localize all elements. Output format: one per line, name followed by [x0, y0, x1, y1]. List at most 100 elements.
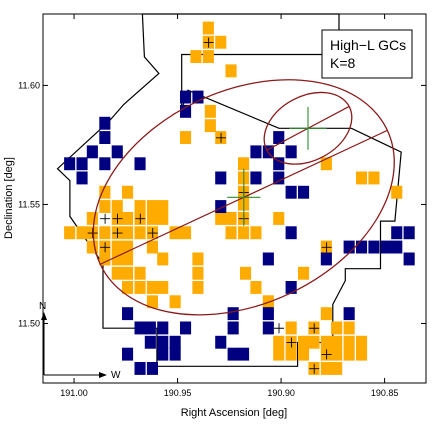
- orange-cell-89: [298, 347, 310, 361]
- navy-cell-17: [250, 171, 262, 185]
- navy-cell-38: [380, 240, 392, 254]
- orange-cell-56: [122, 281, 134, 294]
- orange-cell-46: [146, 240, 158, 254]
- x-tick-label-1: 190.95: [164, 388, 192, 398]
- navy-cell-26: [343, 307, 355, 321]
- gc-plus-marker-7: [112, 228, 123, 239]
- navy-cell-41: [391, 240, 403, 254]
- orange-cell-66: [391, 185, 403, 199]
- orange-cell-60: [192, 281, 204, 294]
- orange-cell-0: [202, 21, 214, 35]
- navy-cell-2: [180, 104, 192, 118]
- compass-north-label: N: [39, 301, 46, 312]
- orange-cell-33: [64, 226, 76, 240]
- orange-cell-31: [86, 212, 98, 225]
- orange-cell-55: [192, 266, 204, 280]
- orange-cell-44: [111, 240, 123, 254]
- navy-cell-7: [64, 157, 76, 171]
- orange-cell-27: [134, 200, 146, 213]
- navy-cell-52: [169, 347, 181, 361]
- orange-cell-63: [320, 157, 332, 171]
- navy-cell-42: [403, 252, 415, 266]
- orange-cell-86: [356, 335, 368, 349]
- legend-box: High−L GCs K=8: [321, 29, 413, 79]
- orange-cell-95: [320, 362, 332, 375]
- orange-cell-5: [225, 64, 237, 78]
- orange-cell-50: [157, 252, 169, 266]
- x-tick-label-0: 191.00: [60, 388, 88, 398]
- legend-frame: [321, 29, 413, 79]
- orange-cell-29: [157, 200, 169, 213]
- legend-line-1: High−L GCs: [330, 37, 406, 53]
- legend-line-2: K=8: [330, 55, 356, 71]
- navy-cell-20: [273, 171, 285, 185]
- x-tick-label-3: 190.85: [371, 388, 399, 398]
- orange-cell-28: [146, 200, 158, 213]
- navy-cell-1: [192, 90, 204, 104]
- orange-cell-37: [122, 226, 134, 240]
- orange-cell-3: [190, 50, 202, 63]
- gc-plus-marker-8: [135, 213, 146, 224]
- orange-cell-7: [204, 119, 216, 133]
- compass-north-arrowhead: [41, 312, 47, 320]
- orange-cell-17: [225, 226, 237, 240]
- center-cross-1: [289, 106, 327, 150]
- navy-cell-49: [157, 321, 169, 335]
- navy-cell-45: [144, 321, 156, 335]
- x-axis-label: Right Ascension [deg]: [181, 407, 287, 419]
- gc-plus-marker-5: [112, 213, 123, 224]
- navy-cell-27: [227, 307, 239, 321]
- orange-cell-42: [86, 240, 98, 254]
- orange-cell-49: [122, 252, 134, 266]
- orange-cell-78: [343, 321, 355, 335]
- navy-cell-9: [111, 145, 123, 159]
- navy-cell-40: [403, 226, 415, 240]
- orange-cell-93: [356, 347, 368, 361]
- orange-cell-61: [146, 295, 158, 309]
- navy-cell-47: [169, 335, 181, 349]
- orange-cell-88: [285, 347, 297, 361]
- orange-cell-30: [122, 185, 134, 199]
- navy-cell-4: [99, 131, 111, 144]
- navy-cell-15: [285, 145, 297, 159]
- compass-west-arrowhead: [99, 372, 107, 378]
- orange-cell-75: [285, 321, 297, 335]
- navy-cell-33: [238, 347, 250, 361]
- navy-cell-32: [227, 347, 239, 361]
- orange-cell-57: [134, 281, 146, 294]
- navy-cell-46: [157, 335, 169, 349]
- y-tick-label-1: 11.55: [18, 199, 40, 209]
- orange-cell-21: [111, 200, 123, 213]
- navy-cell-35: [285, 281, 297, 294]
- orange-cell-41: [180, 226, 192, 240]
- orange-cell-4: [202, 50, 214, 63]
- orange-cell-18: [215, 212, 227, 225]
- orange-cell-62: [169, 295, 181, 309]
- orange-cell-19: [99, 200, 111, 213]
- y-tick-label-2: 11.60: [18, 80, 40, 90]
- navy-cell-24: [262, 252, 274, 266]
- orange-cell-54: [134, 266, 146, 280]
- gc-plus-marker-14: [321, 349, 332, 360]
- orange-cell-32: [76, 226, 88, 240]
- orange-cell-79: [273, 335, 285, 349]
- compass: N W: [39, 301, 121, 381]
- orange-cell-51: [192, 252, 204, 266]
- gc-plus-marker-1: [216, 132, 227, 143]
- orange-cell-85: [343, 335, 355, 349]
- orange-cell-40: [169, 226, 181, 240]
- y-tick-label-0: 11.50: [18, 318, 40, 328]
- orange-cell-67: [273, 212, 285, 225]
- gc-plus-marker-16: [321, 242, 332, 253]
- navy-cell-29: [262, 307, 274, 321]
- gc-plus-marker-4: [100, 213, 111, 224]
- orange-cell-87: [273, 347, 285, 361]
- orange-cell-53: [122, 266, 134, 280]
- navy-cell-10: [99, 157, 111, 171]
- navy-cell-44: [134, 321, 146, 335]
- navy-cell-48: [180, 321, 192, 335]
- orange-cell-8: [180, 131, 192, 144]
- orange-cell-96: [331, 362, 343, 375]
- orange-cell-91: [331, 347, 343, 361]
- orange-cell-64: [368, 171, 380, 185]
